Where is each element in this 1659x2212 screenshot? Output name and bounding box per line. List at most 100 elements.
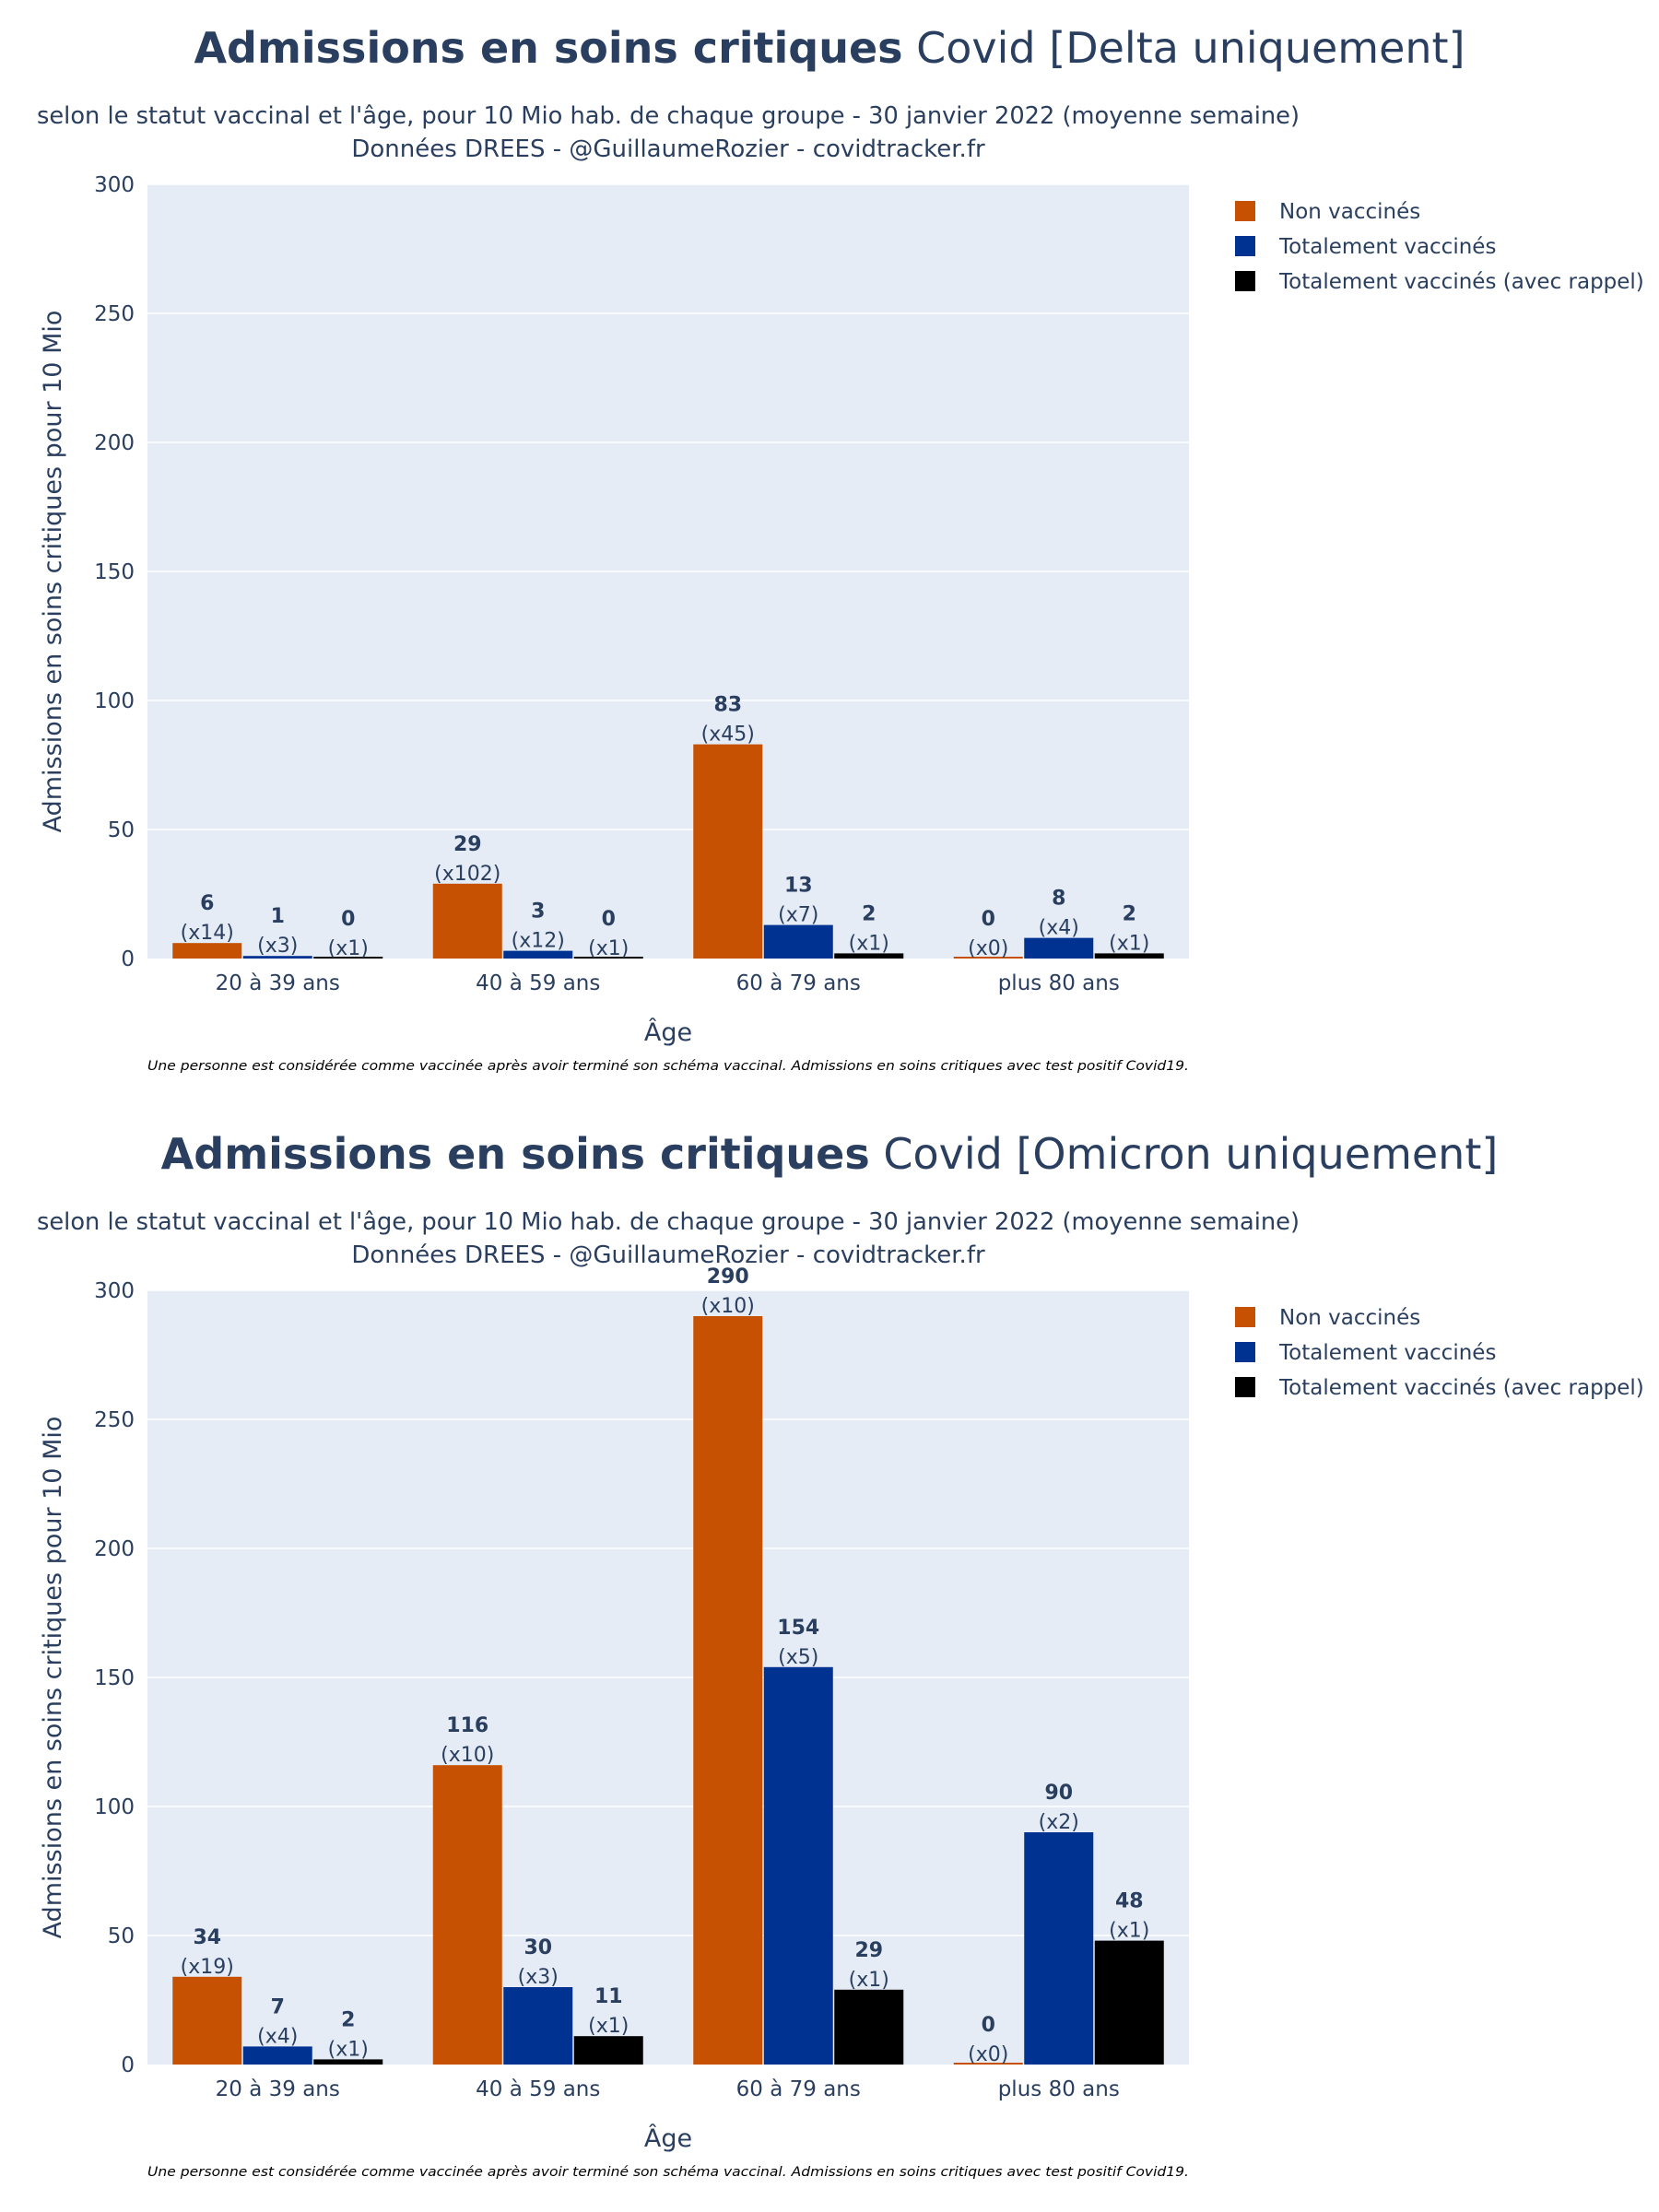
chart-source: Données DREES - @GuillaumeRozier - covid… — [351, 1241, 985, 1269]
bar-value-label: 2 — [341, 2008, 355, 2031]
y-axis-title: Admissions en soins critiques pour 10 Mi… — [39, 311, 67, 833]
chart-title: Admissions en soins critiques Covid [Del… — [194, 23, 1465, 73]
bar-value-label: 1 — [271, 905, 285, 928]
bar-value-label: 6 — [200, 892, 214, 915]
bar-value-label: 13 — [784, 875, 813, 898]
bar-ratio-label: (x1) — [1109, 932, 1149, 955]
bar-0-2-3 — [1094, 953, 1164, 959]
bar-1-0-2 — [693, 1316, 763, 2065]
y-tick-label: 250 — [94, 302, 135, 326]
bar-ratio-label: (x1) — [328, 2038, 369, 2061]
bar-0-2-0 — [313, 957, 383, 959]
legend-label: Totalement vaccinés — [1278, 1341, 1496, 1365]
y-tick-label: 0 — [121, 947, 135, 971]
bar-value-label: 2 — [1123, 902, 1136, 925]
bar-1-1-3 — [1024, 1832, 1094, 2065]
y-tick-label: 300 — [94, 173, 135, 197]
y-tick-label: 150 — [94, 560, 135, 584]
y-tick-label: 0 — [121, 2053, 135, 2077]
bar-ratio-label: (x10) — [441, 1744, 494, 1767]
bar-value-label: 2 — [862, 902, 876, 925]
y-tick-label: 300 — [94, 1279, 135, 1303]
bar-1-1-2 — [763, 1666, 833, 2065]
bar-ratio-label: (x1) — [849, 932, 889, 955]
bar-ratio-label: (x12) — [512, 930, 565, 953]
bar-0-0-0 — [172, 943, 242, 959]
bar-0-1-1 — [503, 950, 573, 959]
x-axis-title: Âge — [644, 2124, 692, 2153]
chart-subtitle: selon le statut vaccinal et l'âge, pour … — [37, 1208, 1300, 1236]
bar-ratio-label: (x4) — [257, 2025, 298, 2048]
chart-svg-delta: Admissions en soins critiques Covid [Del… — [37, 23, 1644, 1074]
bar-layer — [172, 1316, 1164, 2065]
legend-swatch-2 — [1235, 1377, 1255, 1397]
bar-value-label: 290 — [707, 1265, 749, 1288]
bar-1-2-0 — [313, 2059, 383, 2065]
bar-value-label: 3 — [531, 900, 545, 924]
bar-value-label: 11 — [594, 1985, 623, 2008]
chart-subtitle: selon le statut vaccinal et l'âge, pour … — [37, 102, 1300, 130]
bar-0-1-0 — [242, 956, 312, 959]
bar-value-label: 0 — [602, 908, 616, 931]
bar-value-label: 30 — [524, 1936, 552, 1959]
chart-footnote: Une personne est considérée comme vaccin… — [147, 2165, 1189, 2180]
bar-value-label: 116 — [446, 1714, 488, 1737]
y-tick-label: 250 — [94, 1408, 135, 1432]
chart-title-bold: Admissions en soins critiques — [194, 23, 902, 73]
chart-svg-omicron: Admissions en soins critiques Covid [Omi… — [37, 1129, 1644, 2180]
bar-1-1-0 — [242, 2046, 312, 2065]
chart-title-bold: Admissions en soins critiques — [161, 1129, 870, 1179]
bar-ratio-label: (x10) — [701, 1295, 755, 1318]
bar-value-label: 8 — [1052, 888, 1065, 911]
chart-title: Admissions en soins critiques Covid [Omi… — [161, 1129, 1499, 1179]
bar-ratio-label: (x2) — [1039, 1811, 1079, 1834]
bar-ratio-label: (x1) — [849, 1969, 889, 1992]
bar-0-1-3 — [1024, 937, 1094, 959]
y-tick-label: 100 — [94, 689, 135, 713]
legend-label: Totalement vaccinés (avec rappel) — [1278, 270, 1644, 294]
bar-ratio-label: (x0) — [968, 937, 1008, 960]
legend-swatch-0 — [1235, 1307, 1255, 1327]
bar-1-2-2 — [834, 1989, 904, 2065]
bar-ratio-label: (x19) — [181, 1956, 234, 1979]
bar-layer — [172, 744, 1164, 959]
bar-ratio-label: (x3) — [257, 935, 298, 958]
x-axis-title: Âge — [644, 1018, 692, 1047]
bar-ratio-label: (x5) — [778, 1646, 818, 1669]
x-tick-label: 60 à 79 ans — [736, 2077, 861, 2101]
x-tick-label: 40 à 59 ans — [476, 971, 600, 995]
bar-value-label: 90 — [1044, 1782, 1073, 1805]
legend-label: Non vaccinés — [1279, 1306, 1420, 1330]
x-tick-label: 20 à 39 ans — [216, 971, 340, 995]
bar-value-label: 83 — [713, 694, 742, 717]
legend-swatch-1 — [1235, 236, 1255, 256]
bar-0-1-2 — [763, 924, 833, 959]
chart-title-rest: Covid [Omicron uniquement] — [870, 1129, 1499, 1179]
bar-value-label: 0 — [982, 2014, 995, 2037]
bar-0-2-2 — [834, 953, 904, 959]
bar-0-0-3 — [953, 957, 1023, 959]
bar-1-1-1 — [503, 1987, 573, 2065]
y-tick-label: 200 — [94, 431, 135, 455]
x-tick-label: 20 à 39 ans — [216, 2077, 340, 2101]
bar-value-label: 29 — [453, 833, 482, 856]
legend-label: Totalement vaccinés — [1278, 235, 1496, 259]
bar-0-0-2 — [693, 744, 763, 959]
bar-ratio-label: (x0) — [968, 2043, 1008, 2066]
y-tick-label: 50 — [108, 818, 135, 842]
bar-ratio-label: (x4) — [1039, 917, 1079, 940]
bar-ratio-label: (x7) — [778, 904, 818, 927]
chart-panel-delta: Admissions en soins critiques Covid [Del… — [37, 23, 1644, 1074]
bar-1-0-1 — [432, 1765, 502, 2065]
bar-ratio-label: (x3) — [518, 1966, 559, 1989]
legend-label: Non vaccinés — [1279, 200, 1420, 224]
x-tick-label: plus 80 ans — [998, 2077, 1120, 2101]
y-tick-label: 200 — [94, 1537, 135, 1561]
bar-value-label: 0 — [341, 908, 355, 931]
bar-ratio-label: (x1) — [328, 937, 369, 960]
bar-ratio-label: (x45) — [701, 724, 755, 747]
bar-value-label: 29 — [854, 1939, 883, 1962]
bar-ratio-label: (x1) — [588, 2015, 629, 2038]
legend-label: Totalement vaccinés (avec rappel) — [1278, 1376, 1644, 1400]
y-tick-label: 100 — [94, 1795, 135, 1819]
